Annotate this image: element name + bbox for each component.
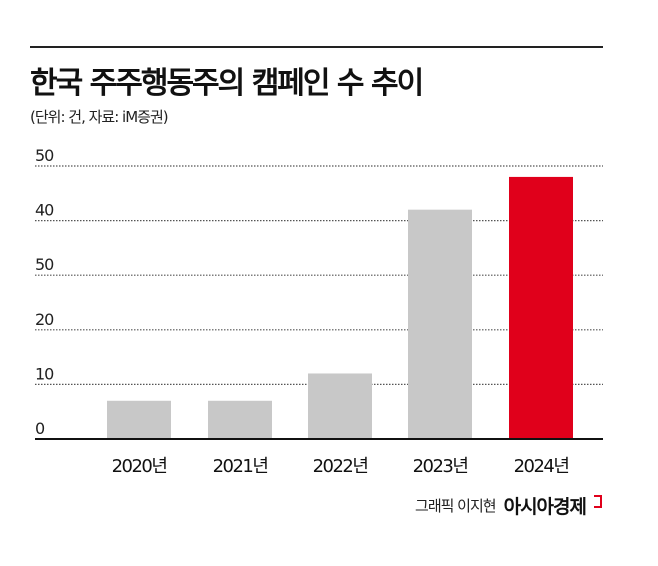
bar-2023년 [408,209,472,439]
x-tick-label: 2023년 [413,456,468,477]
top-rule [30,46,603,48]
logo-mark-icon [594,495,602,508]
chart-subtitle: (단위: 건, 자료: iM증권) [30,108,169,126]
x-tick-label: 2021년 [213,456,268,477]
bar-2021년 [208,400,272,439]
bar-2020년 [107,400,171,439]
credit: 그래픽 이지현 아시아경제 [415,492,602,519]
y-tick-label: 20 [35,310,54,329]
credit-author: 그래픽 이지현 [415,497,497,515]
y-tick-label: 50 [35,255,54,274]
chart-title: 한국 주주행동주의 캠페인 수 추이 [30,66,424,101]
x-tick-label: 2022년 [313,456,368,477]
y-tick-label: 10 [35,364,54,383]
bar-2022년 [308,373,372,439]
x-tick-label: 2024년 [514,456,569,477]
y-tick-label: 50 [35,146,54,165]
bar-2024년 [509,176,573,440]
x-tick-label: 2020년 [112,456,167,477]
y-tick-label: 40 [35,201,54,220]
y-tick-label: 0 [35,419,45,438]
publisher-logo: 아시아경제 [503,496,587,518]
